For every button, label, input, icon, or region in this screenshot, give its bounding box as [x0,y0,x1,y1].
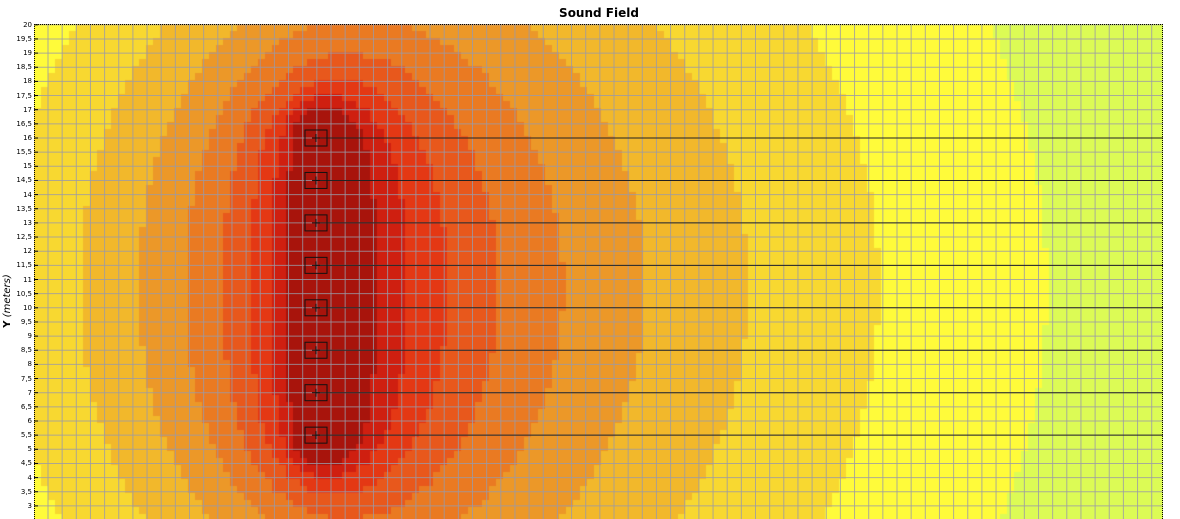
y-tick-label: 9,5 [20,317,32,326]
y-axis-name: Y [2,320,13,328]
y-tick-label: 8,5 [20,346,32,355]
y-tick-label: 12 [23,247,32,256]
speaker-source-box [304,171,328,189]
y-tick-label: 6 [27,417,32,425]
y-tick-label: 18,5 [16,63,32,72]
y-tick-label: 16,5 [16,119,32,128]
y-tick-label: 7 [27,388,32,397]
y-tick-label: 5,5 [20,431,32,440]
y-axis-label: Y (meters) [2,259,14,343]
y-tick-label: 15 [23,162,32,171]
y-tick-label: 15,5 [16,148,32,157]
y-tick-label: 4 [27,473,32,482]
speaker-source-box [304,214,328,232]
speaker-source-box [304,256,328,274]
y-tick-label: 8 [27,360,32,369]
y-tick-label: 13,5 [16,204,32,213]
sound-field-heatmap [34,24,1163,519]
y-tick-label: 13 [23,218,32,227]
speaker-source-box [304,129,328,147]
y-tick-label: 7,5 [20,374,32,383]
y-axis-unit: (meters) [2,274,13,318]
y-tick-label: 11 [23,275,32,284]
y-tick-label: 14,5 [16,176,32,185]
y-tick-label: 16 [23,134,32,142]
y-tick-label: 9 [27,332,32,341]
speaker-source-box [304,299,328,317]
speaker-source-box [304,341,328,359]
y-tick-label: 19 [23,49,32,58]
y-tick-label: 11,5 [16,261,32,270]
y-tick-label: 6,5 [20,402,32,411]
y-tick-label: 3,5 [20,487,32,496]
y-tick-label: 12,5 [16,233,32,242]
y-tick-label: 17,5 [16,91,32,100]
y-tick-label: 20 [23,20,32,29]
y-tick-label: 19,5 [16,34,32,43]
y-tick-label: 18 [23,77,32,86]
y-tick-label: 10 [23,303,32,312]
y-tick-label: 4,5 [20,459,32,468]
y-tick-label: 5 [27,445,32,454]
y-tick-label: 14 [23,190,32,199]
y-tick-label: 17 [23,105,32,114]
speaker-source-box [304,426,328,444]
plot-area [34,24,1163,519]
speaker-source-box [304,384,328,402]
chart-title: Sound Field [559,6,639,20]
y-tick-label: 10,5 [16,289,32,298]
y-tick-label: 3 [27,501,32,510]
